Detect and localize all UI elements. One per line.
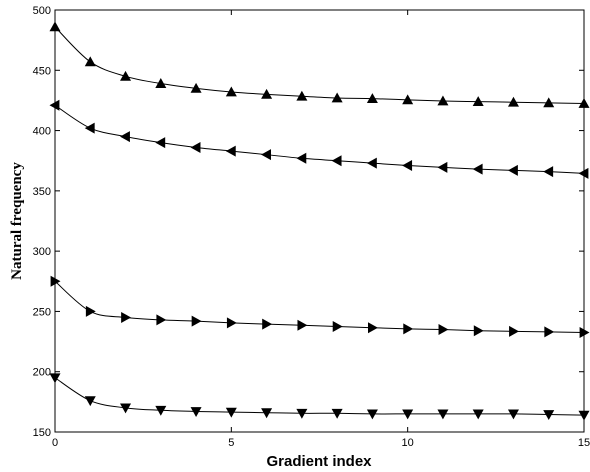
data-point-triangle-left <box>331 155 342 167</box>
data-point-triangle-right <box>156 314 167 326</box>
data-point-triangle-up <box>49 21 61 32</box>
y-tick-label: 200 <box>33 367 51 379</box>
data-point-triangle-up <box>331 92 343 103</box>
series-1 <box>49 21 590 108</box>
data-point-triangle-left <box>507 164 518 176</box>
data-point-triangle-down <box>366 409 378 420</box>
series-line <box>54 104 585 174</box>
data-point-triangle-up <box>155 78 167 88</box>
data-point-triangle-left <box>49 99 60 111</box>
data-point-triangle-down <box>261 408 273 419</box>
data-point-triangle-down <box>190 407 202 418</box>
data-point-triangle-down <box>472 409 484 420</box>
data-point-triangle-up <box>261 88 273 99</box>
data-point-triangle-left <box>366 157 377 169</box>
data-point-triangle-right <box>332 321 343 332</box>
data-point-triangle-down <box>578 410 590 421</box>
data-point-triangle-right <box>544 326 555 338</box>
data-point-triangle-down <box>437 409 449 420</box>
series-4 <box>49 373 590 421</box>
data-point-triangle-right <box>438 324 449 336</box>
data-point-triangle-left <box>261 149 271 161</box>
data-point-triangle-right <box>50 275 61 287</box>
x-tick-label: 5 <box>228 437 234 449</box>
x-tick-label: 15 <box>578 437 590 449</box>
data-point-triangle-left <box>225 145 236 157</box>
data-point-triangle-up <box>543 97 555 108</box>
y-tick-label: 300 <box>33 246 51 258</box>
data-point-triangle-down <box>225 407 237 418</box>
data-point-triangle-left <box>472 163 483 175</box>
y-tick-label: 250 <box>33 306 51 318</box>
data-point-triangle-left <box>296 152 307 164</box>
data-point-triangle-down <box>507 409 519 420</box>
x-tick-label: 10 <box>402 437 414 449</box>
data-point-triangle-left <box>120 131 130 143</box>
data-point-triangle-left <box>543 166 554 178</box>
series-line <box>54 26 585 104</box>
data-point-triangle-right <box>297 319 308 331</box>
data-point-triangle-right <box>509 325 519 337</box>
data-point-triangle-down <box>331 408 343 419</box>
x-tick-label: 0 <box>52 437 58 449</box>
data-point-triangle-right <box>191 315 202 327</box>
data-point-triangle-down <box>402 409 414 420</box>
data-point-triangle-left <box>402 160 413 172</box>
series-line <box>54 280 585 334</box>
data-point-triangle-right <box>226 317 237 329</box>
data-point-triangle-up <box>507 96 519 107</box>
data-point-triangle-down <box>296 408 308 419</box>
data-point-triangle-left <box>190 141 201 153</box>
plot-frame <box>54 9 585 433</box>
series-3 <box>50 275 590 339</box>
data-point-triangle-down <box>84 396 96 407</box>
data-point-triangle-right <box>403 323 414 335</box>
data-point-triangle-up <box>225 86 237 97</box>
data-point-triangle-down <box>120 403 132 414</box>
data-point-triangle-up <box>578 97 590 108</box>
data-point-triangle-right <box>579 327 590 339</box>
data-point-triangle-up <box>84 56 96 67</box>
data-point-triangle-left <box>155 137 166 149</box>
data-point-triangle-up <box>402 94 414 105</box>
y-tick-label: 500 <box>33 5 51 17</box>
data-point-triangle-up <box>190 82 202 93</box>
data-point-triangle-left <box>578 167 589 179</box>
series-2 <box>49 99 589 179</box>
data-point-triangle-up <box>437 95 449 106</box>
data-point-triangle-up <box>472 96 484 107</box>
data-point-triangle-left <box>437 161 448 173</box>
y-tick-label: 350 <box>33 186 51 198</box>
series-layer <box>49 21 590 421</box>
x-axis-label: Gradient index <box>266 453 372 470</box>
data-point-triangle-down <box>49 373 61 384</box>
data-point-triangle-right <box>262 318 273 330</box>
data-point-triangle-down <box>155 405 167 416</box>
data-point-triangle-up <box>120 70 132 81</box>
y-axis-label: Natural frequency <box>9 162 25 280</box>
data-point-triangle-right <box>473 325 484 337</box>
y-tick-label: 150 <box>33 427 51 439</box>
data-point-triangle-left <box>84 122 95 134</box>
y-tick-label: 400 <box>33 126 51 138</box>
y-tick-label: 450 <box>33 65 51 77</box>
data-point-triangle-right <box>368 322 378 334</box>
data-point-triangle-down <box>543 410 555 421</box>
series-line <box>54 377 585 416</box>
data-point-triangle-up <box>296 90 308 101</box>
data-point-triangle-right <box>121 311 132 323</box>
data-point-triangle-right <box>85 305 96 317</box>
axis-ticks: 0 5 10 15 150 200 250 300 350 400 450 500 <box>33 5 590 449</box>
data-point-triangle-up <box>366 93 378 104</box>
